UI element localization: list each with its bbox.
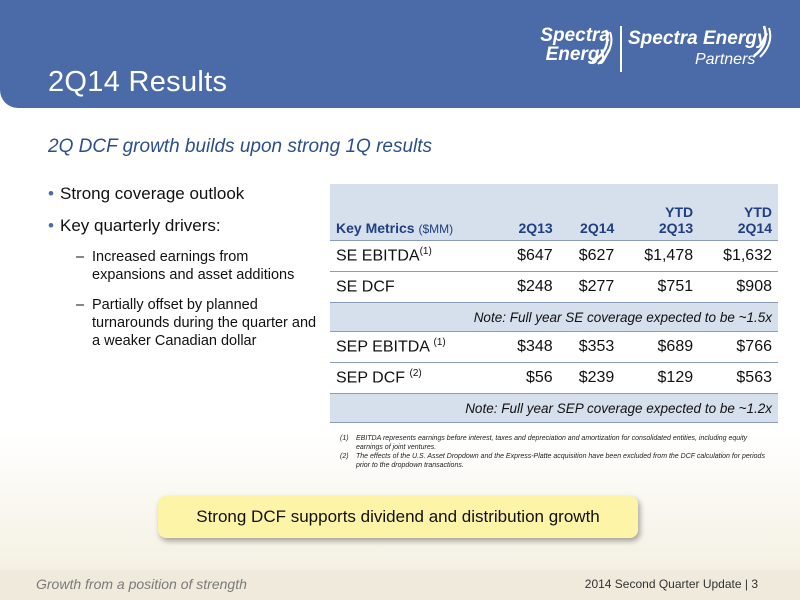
table-header-row: Key Metrics ($MM) 2Q13 2Q14 YTD 2Q13 YTD… [330, 184, 778, 241]
table-cell: $563 [699, 362, 778, 394]
key-metrics-table: Key Metrics ($MM) 2Q13 2Q14 YTD 2Q13 YTD… [330, 184, 778, 423]
header-gap [0, 108, 800, 118]
table-cell: $353 [558, 331, 621, 363]
coverage-note: Note: Full year SEP coverage expected to… [330, 393, 778, 423]
table-cell: $908 [699, 271, 778, 303]
coverage-note: Note: Full year SE coverage expected to … [330, 302, 778, 332]
footer-tagline: Growth from a position of strength [36, 576, 247, 592]
table-cell: $689 [620, 331, 700, 363]
table-cell: $766 [699, 331, 778, 363]
logo-left-line2: Energy [545, 44, 610, 65]
footnote-text: EBITDA represents earnings before intere… [356, 435, 748, 451]
column-header-ytd-2q13: YTD 2Q13 [620, 184, 700, 241]
column-header-ytd-2q14: YTD 2Q14 [699, 184, 778, 241]
callout-box: Strong DCF supports dividend and distrib… [158, 496, 638, 538]
bullet-list: Strong coverage outlook Key quarterly dr… [48, 184, 323, 362]
footnote-number: (2) [340, 453, 349, 460]
table-cell: $1,632 [699, 240, 778, 272]
logo-right-line1: Spectra Energy [628, 28, 768, 49]
table-cell: $277 [558, 271, 621, 303]
table-cell: $647 [497, 240, 559, 272]
footer-band [0, 570, 800, 600]
header-line: 2Q14 [737, 220, 772, 236]
table-cell: $1,478 [620, 240, 700, 272]
table-row: SEP DCF (2) $56 $239 $129 $563 [330, 362, 778, 394]
header-line: YTD [665, 204, 694, 220]
footnote: (1) EBITDA represents earnings before in… [340, 435, 770, 452]
bullet-item: Strong coverage outlook [48, 184, 323, 204]
table-cell: $751 [620, 271, 700, 303]
swirl-logo-icon [591, 29, 613, 65]
metric-header-label: Key Metrics [336, 220, 415, 236]
table-cell: $239 [558, 362, 621, 394]
spectra-energy-partners-logo: Spectra Energy Partners [628, 28, 767, 70]
row-label: SEP DCF (2) [330, 362, 498, 394]
logo-divider [620, 26, 622, 72]
sub-bullet-item: Partially offset by planned turnarounds … [76, 296, 323, 350]
table-row: SE EBITDA(1) $647 $627 $1,478 $1,632 [330, 240, 778, 272]
row-label: SEP EBITDA (1) [330, 331, 498, 363]
slide-title: 2Q14 Results [48, 66, 228, 98]
footnote: (2) The effects of the U.S. Asset Dropdo… [340, 453, 770, 470]
logo-right-line2: Partners [694, 51, 756, 68]
table-row: SEP EBITDA (1) $348 $353 $689 $766 [330, 331, 778, 363]
table-cell: $248 [497, 271, 559, 303]
footnote-text: The effects of the U.S. Asset Dropdown a… [356, 453, 765, 469]
table-note-row: Note: Full year SEP coverage expected to… [330, 393, 778, 423]
footnotes: (1) EBITDA represents earnings before in… [340, 435, 770, 471]
header-band [0, 0, 800, 108]
spectra-energy-logo: Spectra Energy [530, 26, 610, 64]
table-cell: $627 [558, 240, 621, 272]
unit-label: ($MM) [418, 222, 454, 236]
bullet-item: Key quarterly drivers: [48, 216, 323, 236]
table-cell: $348 [497, 331, 559, 363]
table-row: SE DCF $248 $277 $751 $908 [330, 271, 778, 303]
column-header-metric: Key Metrics ($MM) [330, 184, 498, 241]
swirl-logo-icon [753, 25, 772, 58]
header-line: 2Q13 [658, 220, 694, 236]
footnote-number: (1) [340, 435, 349, 442]
table-cell: $129 [620, 362, 700, 394]
slide-subtitle: 2Q DCF growth builds upon strong 1Q resu… [48, 136, 433, 157]
column-header-2q14: 2Q14 [558, 184, 621, 241]
table-cell: $56 [497, 362, 559, 394]
row-label: SE EBITDA(1) [330, 240, 498, 272]
table-note-row: Note: Full year SE coverage expected to … [330, 302, 778, 332]
column-header-2q13: 2Q13 [497, 184, 559, 241]
footer-page-info: 2014 Second Quarter Update | 3 [584, 577, 758, 591]
header-line: YTD [744, 204, 772, 220]
row-label: SE DCF [330, 271, 498, 303]
logo-left-line1: Spectra [540, 25, 610, 46]
sub-bullet-item: Increased earnings from expansions and a… [76, 248, 323, 284]
